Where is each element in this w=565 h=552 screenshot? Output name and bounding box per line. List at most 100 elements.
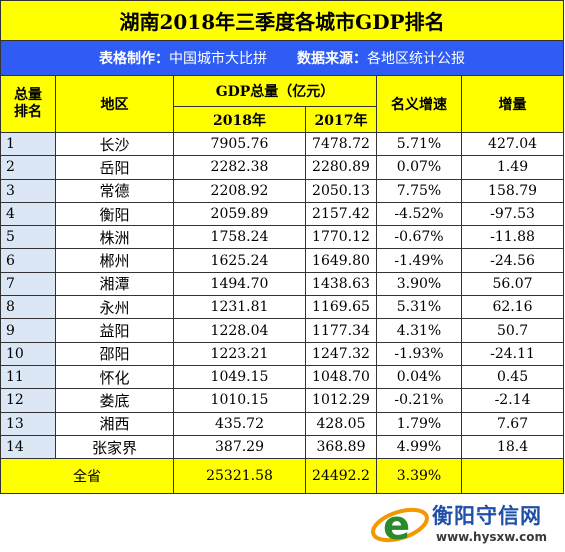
- growth-cell: 3.90%: [376, 271, 462, 297]
- gdp-2018-cell: 1223.21: [173, 341, 306, 366]
- header-row-2: 2018年 2017年: [1, 106, 564, 133]
- gdp-2018-cell: 1010.15: [173, 388, 306, 413]
- city-cell: 湘西: [55, 411, 174, 436]
- gdp-2017-cell: 1012.29: [305, 388, 377, 413]
- table-row: 13 湘西 435.72 428.05 1.79% 7.67: [0, 411, 565, 436]
- city-cell: 怀化: [55, 364, 174, 390]
- city-cell: 岳阳: [55, 155, 174, 180]
- table-row: 4 衡阳 2059.89 2157.42 -4.52% -97.53: [0, 201, 565, 227]
- increase-cell: 50.7: [460, 318, 565, 343]
- source-label: 数据来源：: [297, 51, 368, 67]
- growth-cell: 0.07%: [376, 155, 462, 180]
- gdp-2017-cell: 1770.12: [305, 225, 377, 250]
- gdp-2017-cell: 1177.34: [305, 318, 377, 343]
- header-year-2018: 2018年: [173, 106, 306, 133]
- rank-cell: 3: [0, 178, 56, 203]
- gdp-ranking-table: 湖南2018年三季度各城市GDP排名 表格制作：中国城市大比拼 数据来源：各地区统…: [0, 0, 565, 495]
- watermark-name: 衡阳守信网: [432, 504, 542, 528]
- growth-cell: 0.04%: [376, 364, 462, 390]
- gdp-2017-cell: 1438.63: [305, 271, 377, 297]
- info-row: 表格制作：中国城市大比拼 数据来源：各地区统计公报: [0, 40, 565, 76]
- table-row: 8 永州 1231.81 1169.65 5.31% 62.16: [0, 295, 565, 320]
- info-cell: 表格制作：中国城市大比拼 数据来源：各地区统计公报: [0, 40, 565, 76]
- maker-label: 表格制作：: [99, 51, 170, 67]
- city-cell: 株洲: [55, 225, 174, 250]
- increase-cell: 1.49: [460, 155, 565, 180]
- growth-cell: 5.31%: [376, 295, 462, 320]
- total-gdp-2018: 25321.58: [173, 458, 306, 495]
- increase-cell: 18.4: [460, 434, 565, 460]
- increase-cell: -11.88: [460, 225, 565, 250]
- city-cell: 益阳: [55, 318, 174, 343]
- growth-cell: 4.31%: [376, 318, 462, 343]
- rank-cell: 9: [0, 318, 56, 343]
- rank-cell: 10: [0, 341, 56, 366]
- gdp-2018-cell: 435.72: [173, 411, 306, 436]
- gdp-2017-cell: 1048.70: [305, 364, 377, 390]
- rank-cell: 5: [0, 225, 56, 250]
- header-row-1: 总量 排名 地区 GDP总量（亿元） 名义增速 增量: [0, 75, 565, 133]
- gdp-2017-cell: 1169.65: [305, 295, 377, 320]
- city-cell: 永州: [55, 295, 174, 320]
- table-row: 1 长沙 7905.76 7478.72 5.71% 427.04: [0, 131, 565, 157]
- growth-cell: -4.52%: [376, 201, 462, 227]
- maker-value: 中国城市大比拼: [169, 51, 268, 67]
- rank-cell: 7: [0, 271, 56, 297]
- gdp-2018-cell: 1228.04: [173, 318, 306, 343]
- rank-cell: 6: [0, 248, 56, 273]
- table-row: 2 岳阳 2282.38 2280.89 0.07% 1.49: [0, 155, 565, 180]
- title-row: 湖南2018年三季度各城市GDP排名: [0, 0, 565, 41]
- table-row: 14 张家界 387.29 368.89 4.99% 18.4: [0, 434, 565, 460]
- rank-cell: 13: [0, 411, 56, 436]
- increase-cell: 56.07: [460, 271, 565, 297]
- header-rank-line2: 排名: [14, 104, 42, 120]
- rank-cell: 12: [0, 388, 56, 413]
- watermark-url: www.hysxw.com: [436, 530, 548, 544]
- gdp-2017-cell: 428.05: [305, 411, 377, 436]
- table-row: 3 常德 2208.92 2050.13 7.75% 158.79: [0, 178, 565, 203]
- gdp-2017-cell: 1649.80: [305, 248, 377, 273]
- city-cell: 张家界: [55, 434, 174, 460]
- total-row: 全省 25321.58 24492.2 3.39%: [0, 458, 565, 495]
- gdp-2017-cell: 7478.72: [305, 131, 377, 157]
- gdp-2018-cell: 387.29: [173, 434, 306, 460]
- header-region: 地区: [55, 75, 174, 133]
- city-cell: 湘潭: [55, 271, 174, 297]
- growth-cell: -0.67%: [376, 225, 462, 250]
- city-cell: 长沙: [55, 131, 174, 157]
- total-label: 全省: [0, 458, 174, 495]
- gdp-2018-cell: 2208.92: [173, 178, 306, 203]
- rank-cell: 8: [0, 295, 56, 320]
- gdp-2017-cell: 2280.89: [305, 155, 377, 180]
- gdp-2018-cell: 2059.89: [173, 201, 306, 227]
- growth-cell: -0.21%: [376, 388, 462, 413]
- header-increase: 增量: [460, 75, 565, 133]
- increase-cell: -2.14: [460, 388, 565, 413]
- city-cell: 郴州: [55, 248, 174, 273]
- increase-cell: 158.79: [460, 178, 565, 203]
- gdp-2017-cell: 2050.13: [305, 178, 377, 203]
- rank-cell: 14: [0, 434, 56, 460]
- increase-cell: 62.16: [460, 295, 565, 320]
- city-cell: 常德: [55, 178, 174, 203]
- increase-cell: -24.11: [460, 341, 565, 366]
- rank-cell: 11: [0, 364, 56, 390]
- table-row: 7 湘潭 1494.70 1438.63 3.90% 56.07: [0, 271, 565, 297]
- table-row: 9 益阳 1228.04 1177.34 4.31% 50.7: [0, 318, 565, 343]
- gdp-2017-cell: 1247.32: [305, 341, 377, 366]
- increase-cell: -24.56: [460, 248, 565, 273]
- header-rank: 总量 排名: [0, 75, 56, 133]
- growth-cell: 1.79%: [376, 411, 462, 436]
- gdp-2018-cell: 1758.24: [173, 225, 306, 250]
- city-cell: 衡阳: [55, 201, 174, 227]
- table-row: 10 邵阳 1223.21 1247.32 -1.93% -24.11: [0, 341, 565, 366]
- svg-text:e: e: [383, 503, 410, 548]
- data-body: 1 长沙 7905.76 7478.72 5.71% 427.04 2 岳阳 2282.38 22…: [0, 131, 565, 460]
- total-growth: 3.39%: [376, 458, 462, 495]
- header-nominal-growth: 名义增速: [376, 75, 462, 133]
- gdp-2017-cell: 2157.42: [305, 201, 377, 227]
- gdp-2018-cell: 1494.70: [173, 271, 306, 297]
- e-logo-icon: e: [371, 503, 429, 548]
- table-row: 5 株洲 1758.24 1770.12 -0.67% -11.88: [0, 225, 565, 250]
